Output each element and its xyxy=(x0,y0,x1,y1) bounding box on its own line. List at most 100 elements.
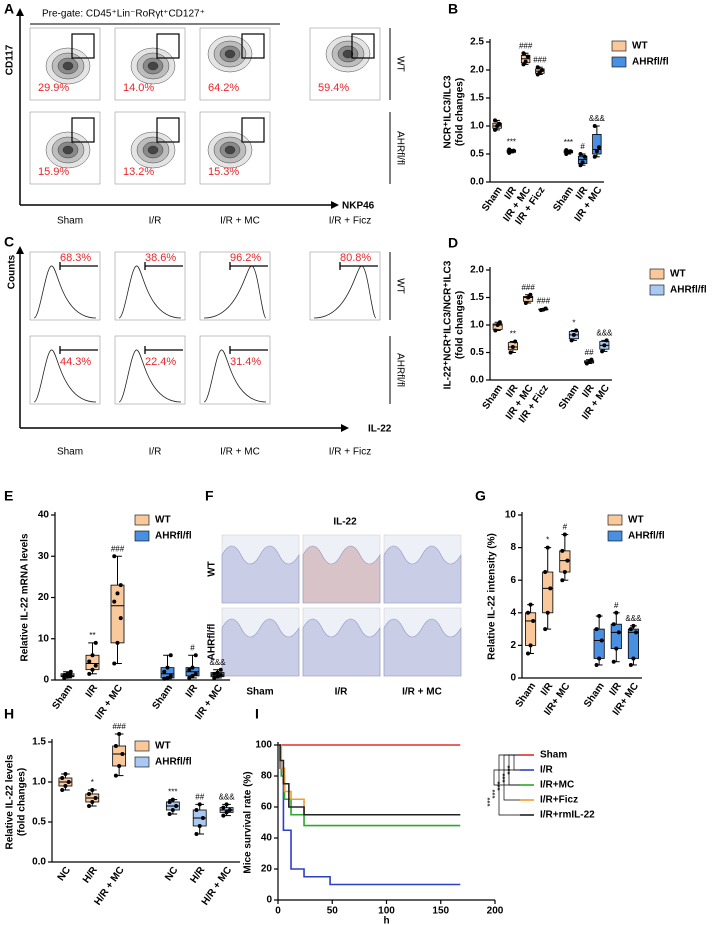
data-point xyxy=(65,674,70,679)
data-point xyxy=(167,812,172,816)
data-point xyxy=(492,127,497,132)
data-point xyxy=(614,646,619,651)
histogram-curve xyxy=(203,349,267,403)
significance: *** xyxy=(486,797,495,806)
x-tick-label: Sham xyxy=(481,383,506,412)
x-tick-label: H/R xyxy=(188,864,207,885)
legend-label: WT xyxy=(628,515,644,526)
data-point xyxy=(604,338,609,343)
y-tick-label: 1.0 xyxy=(470,320,484,331)
gate-percent: 38.6% xyxy=(145,252,176,264)
data-point xyxy=(68,669,73,674)
y-tick-label: 0.0 xyxy=(32,857,46,868)
panel-letter: H xyxy=(4,706,14,722)
data-point xyxy=(93,640,98,645)
significance: # xyxy=(580,142,585,151)
column-label: I/R + Ficz xyxy=(329,216,372,227)
data-point xyxy=(113,744,118,748)
legend-label: WT xyxy=(155,741,171,752)
box xyxy=(592,133,602,155)
significance: &&& xyxy=(589,114,606,123)
histogram-curve xyxy=(33,349,97,403)
panel-letter: A xyxy=(4,1,14,17)
y-tick-label: 0.5 xyxy=(32,817,46,828)
data-point xyxy=(170,808,175,812)
column-label: I/R xyxy=(335,687,349,698)
data-point xyxy=(194,808,199,812)
dot-density xyxy=(62,145,74,155)
legend-swatch xyxy=(607,514,623,526)
data-point xyxy=(63,784,68,788)
tissue xyxy=(302,545,381,604)
data-point xyxy=(495,323,500,327)
data-point xyxy=(526,651,530,656)
data-point xyxy=(513,339,518,344)
data-point xyxy=(592,124,597,128)
data-point xyxy=(193,653,198,658)
y-axis-label: (fold changes) xyxy=(17,768,28,836)
histogram-curve xyxy=(118,349,182,403)
histogram-curve xyxy=(118,265,182,319)
x-tick-label: 100 xyxy=(378,906,395,917)
x-tick-label: Sham xyxy=(551,185,576,214)
data-point xyxy=(510,345,515,349)
y-axis-label: NCR⁺ILC3/ILC3 xyxy=(443,75,454,149)
x-tick-label: Sham xyxy=(150,683,175,712)
data-point xyxy=(628,662,633,667)
legend-label: WT xyxy=(155,515,171,526)
data-point xyxy=(497,320,502,325)
data-point xyxy=(197,802,202,807)
dot-density xyxy=(147,61,159,71)
column-label: Sham xyxy=(57,447,83,458)
significance: ### xyxy=(112,722,126,731)
legend-swatch xyxy=(134,530,150,542)
data-point xyxy=(120,752,125,756)
data-point xyxy=(90,788,95,792)
histogram-frame xyxy=(29,335,101,405)
legend-swatch xyxy=(134,514,150,526)
data-point xyxy=(562,532,567,537)
data-point xyxy=(611,622,616,627)
y-tick-label: 2.0 xyxy=(470,65,484,76)
data-point xyxy=(168,653,173,658)
data-point xyxy=(602,343,607,348)
histogram-curve xyxy=(33,265,97,319)
tissue xyxy=(383,545,462,604)
significance: *** xyxy=(506,765,515,774)
data-point xyxy=(548,586,553,591)
row-label: AHRfl/fl xyxy=(394,353,405,387)
y-axis-label: Counts xyxy=(7,254,18,289)
data-point xyxy=(118,583,123,588)
arrow-head xyxy=(16,246,24,254)
gate xyxy=(156,117,180,143)
data-point xyxy=(212,675,217,680)
significance: ### xyxy=(519,41,533,50)
x-tick-label: I/R xyxy=(84,682,101,699)
y-tick-label: 0.5 xyxy=(470,347,484,358)
data-point xyxy=(528,602,533,607)
significance: &&& xyxy=(625,614,642,623)
legend-label: WT xyxy=(670,269,686,280)
data-point xyxy=(597,145,602,150)
legend-swatch xyxy=(649,268,665,280)
gate-percent: 22.4% xyxy=(145,356,176,368)
data-point xyxy=(634,630,638,635)
data-point xyxy=(200,816,205,820)
box xyxy=(525,612,537,646)
y-tick-label: 0 xyxy=(510,673,516,684)
data-point xyxy=(594,149,599,154)
data-point xyxy=(560,548,565,553)
legend-label: AHRfl/fl xyxy=(155,757,192,768)
y-axis-label: (fold changes) xyxy=(455,291,466,359)
y-tick-label: 80 xyxy=(261,771,273,782)
panel-letter: F xyxy=(205,488,214,504)
y-tick-label: 2.5 xyxy=(470,37,484,48)
significance: &&& xyxy=(219,793,236,802)
gate xyxy=(156,33,180,59)
arrow-head xyxy=(341,424,349,432)
column-label: Sham xyxy=(246,687,273,698)
data-point xyxy=(540,68,545,72)
y-tick-label: 2.0 xyxy=(470,265,484,276)
significance: *** xyxy=(491,789,500,798)
significance: *** xyxy=(501,773,510,782)
